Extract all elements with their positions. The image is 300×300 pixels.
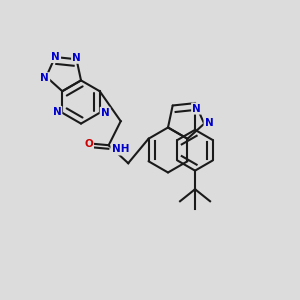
Text: N: N bbox=[52, 107, 61, 117]
Text: N: N bbox=[40, 73, 49, 83]
Text: NH: NH bbox=[112, 144, 129, 154]
Text: N: N bbox=[51, 52, 60, 62]
Text: N: N bbox=[192, 103, 201, 113]
Text: O: O bbox=[84, 139, 93, 149]
Text: N: N bbox=[101, 108, 110, 118]
Text: N: N bbox=[205, 118, 213, 128]
Text: N: N bbox=[72, 53, 81, 63]
